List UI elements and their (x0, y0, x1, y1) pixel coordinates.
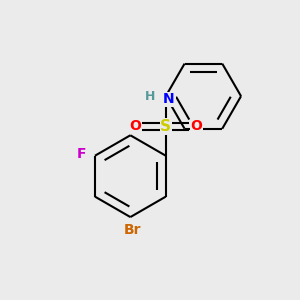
Text: O: O (129, 119, 141, 133)
Text: O: O (190, 119, 202, 133)
Text: S: S (160, 119, 171, 134)
Text: N: N (163, 92, 175, 106)
Text: Br: Br (123, 223, 141, 236)
Text: H: H (145, 90, 155, 103)
Text: F: F (77, 147, 87, 161)
